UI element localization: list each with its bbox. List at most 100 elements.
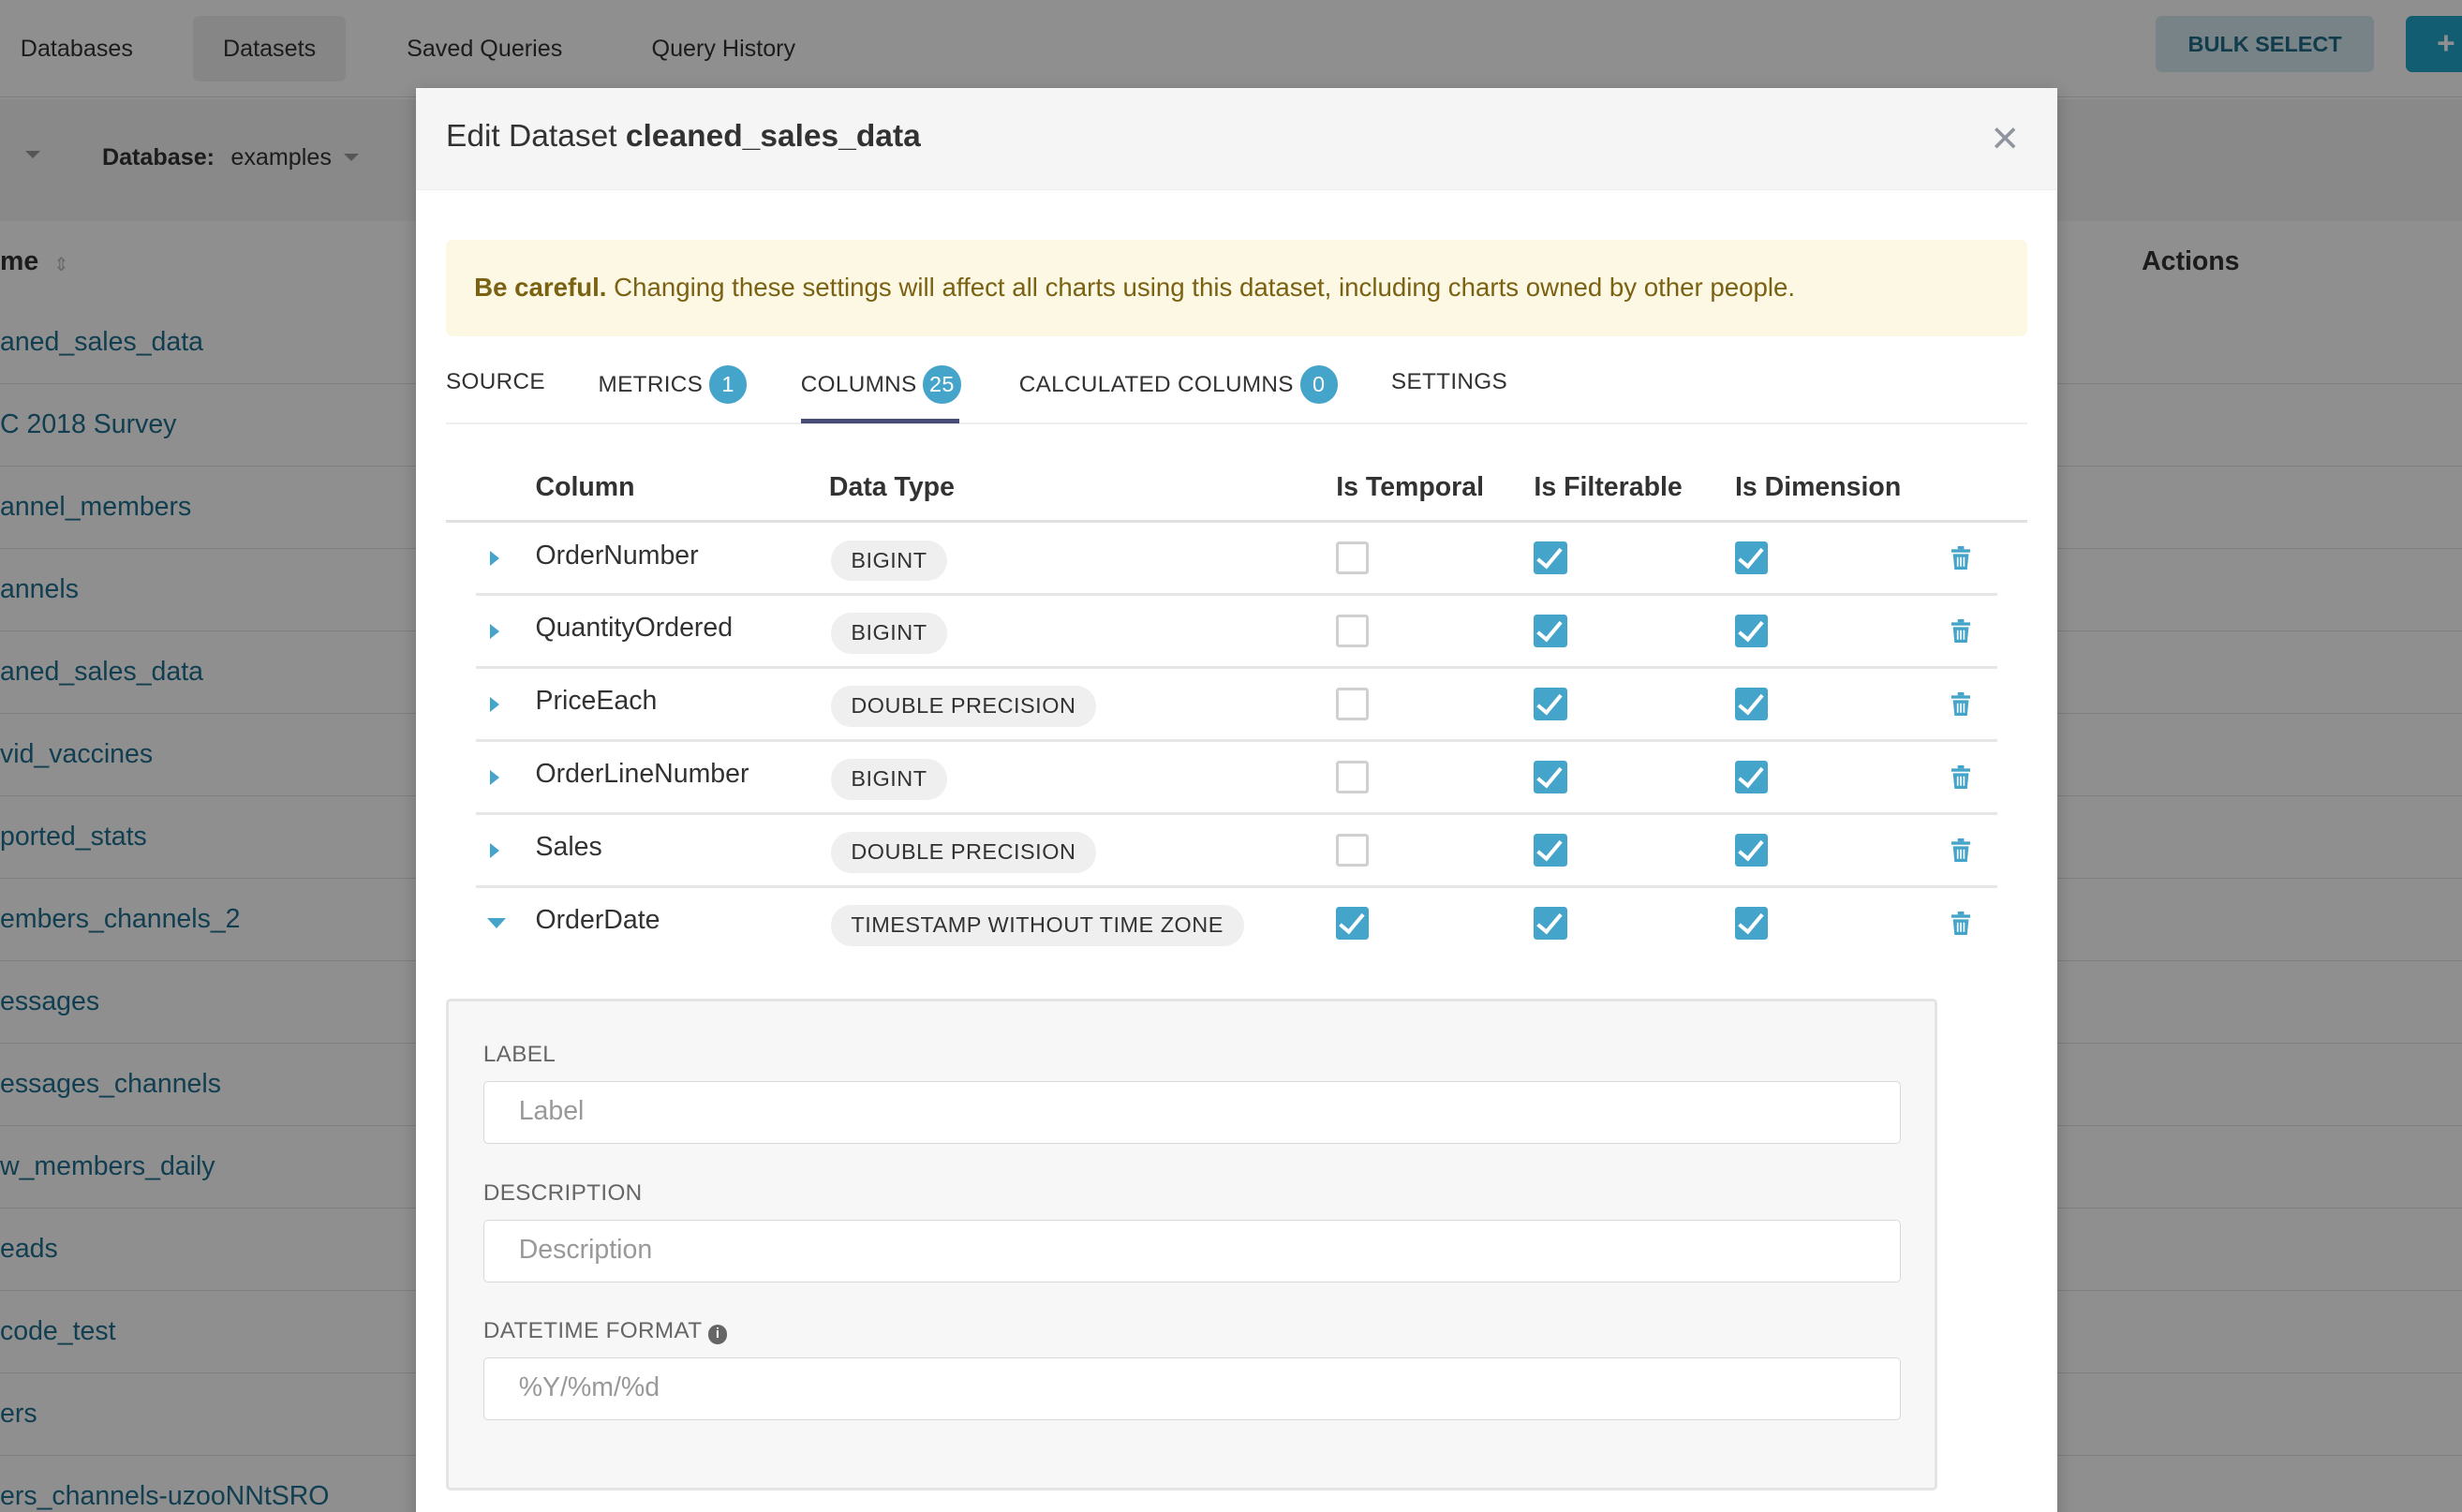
data-type-tag: DOUBLE PRECISION: [830, 686, 1097, 727]
alert-text: Changing these settings will affect all …: [614, 273, 1796, 303]
tab-metrics[interactable]: METRICS 1: [599, 365, 748, 422]
caret-down-icon[interactable]: [486, 917, 506, 928]
bulk-select-button[interactable]: BULK SELECT: [2156, 15, 2375, 73]
is-dimension-checkbox[interactable]: [1734, 615, 1769, 648]
is-filterable-checkbox[interactable]: [1534, 688, 1567, 721]
caret-right-icon[interactable]: [489, 697, 499, 713]
caret-right-icon[interactable]: [489, 624, 499, 640]
data-type-tag: BIGINT: [830, 540, 948, 582]
data-type-tag: TIMESTAMP WITHOUT TIME ZONE: [830, 905, 1244, 946]
dataset-name: cleaned_sales_data: [625, 119, 921, 155]
column-row: Sales DOUBLE PRECISION: [475, 815, 1997, 888]
title-prefix: Edit Dataset: [445, 119, 617, 155]
is-temporal-checkbox[interactable]: [1336, 541, 1370, 575]
nav-tab-query-history[interactable]: Query History: [651, 35, 796, 62]
datetime-format-label: DATETIME FORMAT: [482, 1318, 702, 1344]
nav-tab-saved-queries[interactable]: Saved Queries: [407, 35, 563, 62]
is-filterable-checkbox[interactable]: [1534, 615, 1567, 648]
dataset-list-row[interactable]: ers_channels-uzooNNtSRO: [0, 1456, 2462, 1512]
tab-calculated-columns[interactable]: CALCULATED COLUMNS 0: [1019, 365, 1338, 422]
edit-dataset-modal: Edit Dataset cleaned_sales_data × Be car…: [416, 87, 2057, 1512]
column-row: OrderDate TIMESTAMP WITHOUT TIME ZONE: [476, 888, 1997, 961]
is-temporal-checkbox[interactable]: [1336, 615, 1370, 648]
is-temporal-checkbox[interactable]: [1336, 906, 1370, 941]
database-filter-label: Database:: [101, 144, 215, 171]
column-name: OrderNumber: [535, 540, 699, 571]
tab-label: COLUMNS: [800, 372, 917, 398]
is-filterable-checkbox[interactable]: [1534, 906, 1567, 941]
column-row: OrderNumber BIGINT: [475, 523, 1997, 597]
trash-icon[interactable]: [1951, 911, 1971, 936]
column-name: OrderDate: [535, 905, 660, 936]
header-data-type: Data Type: [828, 472, 955, 503]
header-is-filterable: Is Filterable: [1534, 472, 1683, 503]
add-dataset-button[interactable]: +: [2405, 15, 2462, 73]
description-input[interactable]: Description: [482, 1219, 1902, 1282]
is-temporal-checkbox[interactable]: [1336, 761, 1370, 794]
data-type-tag: DOUBLE PRECISION: [830, 832, 1097, 873]
alert-bold: Be careful.: [474, 273, 607, 303]
header-is-temporal: Is Temporal: [1336, 472, 1485, 503]
is-dimension-checkbox[interactable]: [1734, 906, 1769, 941]
modal-title: Edit Dataset cleaned_sales_data: [446, 119, 921, 155]
tab-columns[interactable]: COLUMNS 25: [801, 365, 961, 422]
caret-right-icon[interactable]: [489, 770, 499, 786]
is-dimension-checkbox[interactable]: [1734, 761, 1769, 794]
is-filterable-checkbox[interactable]: [1534, 761, 1567, 794]
column-name: QuantityOrdered: [535, 613, 734, 644]
label-field-title: LABEL: [482, 1042, 556, 1068]
column-row: QuantityOrdered BIGINT: [475, 596, 1997, 669]
is-dimension-checkbox[interactable]: [1734, 541, 1769, 575]
header-column: Column: [535, 472, 635, 503]
column-name: OrderLineNumber: [535, 759, 749, 790]
column-name: Sales: [535, 832, 602, 863]
caret-right-icon[interactable]: [489, 551, 499, 567]
close-icon[interactable]: ×: [1991, 111, 2019, 164]
caret-right-icon[interactable]: [489, 842, 499, 858]
is-filterable-checkbox[interactable]: [1534, 541, 1567, 575]
sort-icon[interactable]: ⇕: [52, 254, 69, 275]
is-dimension-checkbox[interactable]: [1734, 688, 1769, 721]
tab-label: METRICS: [598, 372, 704, 398]
nav-tab-datasets[interactable]: Datasets: [193, 15, 346, 82]
tab-label: SOURCE: [445, 369, 545, 395]
is-dimension-checkbox[interactable]: [1734, 833, 1769, 867]
column-details-panel: LABEL Label DESCRIPTION Description DATE…: [445, 998, 1938, 1490]
active-tab-indicator: [800, 419, 959, 424]
data-type-tag: BIGINT: [830, 613, 948, 654]
database-filter-value[interactable]: examples: [230, 144, 332, 171]
count-badge: 1: [708, 365, 748, 404]
tab-source[interactable]: SOURCE: [446, 365, 545, 422]
description-field-title: DESCRIPTION: [482, 1179, 643, 1206]
trash-icon[interactable]: [1951, 765, 1971, 790]
name-column-header[interactable]: me: [0, 246, 39, 277]
warning-alert: Be careful. Changing these settings will…: [445, 240, 2027, 336]
trash-icon[interactable]: [1951, 546, 1971, 571]
column-row: OrderLineNumber BIGINT: [475, 742, 1997, 815]
data-type-tag: BIGINT: [830, 759, 948, 800]
trash-icon[interactable]: [1951, 692, 1971, 717]
chevron-down-icon[interactable]: [344, 154, 360, 161]
chevron-down-icon[interactable]: [24, 150, 40, 158]
actions-column-header: Actions: [2142, 246, 2240, 277]
header-divider: [445, 519, 2027, 524]
column-row: PriceEach DOUBLE PRECISION: [475, 669, 1997, 742]
info-icon[interactable]: i: [708, 1325, 728, 1344]
modal-header: Edit Dataset cleaned_sales_data ×: [416, 87, 2057, 190]
is-filterable-checkbox[interactable]: [1534, 833, 1567, 867]
trash-icon[interactable]: [1951, 619, 1971, 644]
top-nav: Databases Datasets Saved Queries Query H…: [0, 0, 2462, 97]
label-input[interactable]: Label: [482, 1081, 1902, 1145]
count-badge: 0: [1299, 365, 1338, 404]
tab-divider: [445, 422, 2027, 424]
datetime-format-input[interactable]: %Y/%m/%d: [482, 1357, 1902, 1421]
tab-label: SETTINGS: [1390, 369, 1508, 395]
nav-tab-databases[interactable]: Databases: [20, 35, 133, 62]
is-temporal-checkbox[interactable]: [1336, 688, 1370, 721]
tab-label: CALCULATED COLUMNS: [1018, 372, 1294, 398]
datetime-format-field-title: DATETIME FORMAT i: [482, 1318, 728, 1344]
count-badge: 25: [923, 365, 961, 404]
trash-icon[interactable]: [1951, 838, 1971, 863]
tab-settings[interactable]: SETTINGS: [1391, 365, 1507, 422]
is-temporal-checkbox[interactable]: [1336, 833, 1370, 867]
